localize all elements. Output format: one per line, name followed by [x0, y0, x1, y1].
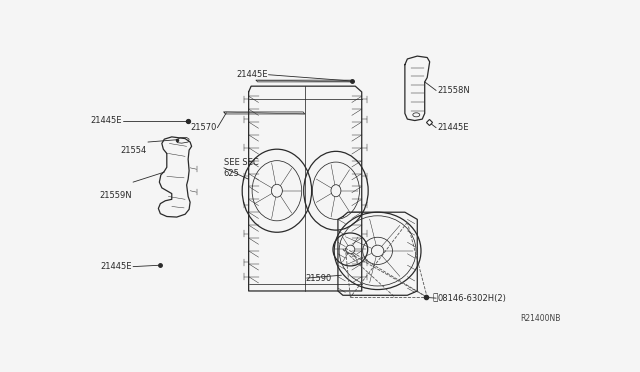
Text: 21570: 21570: [190, 123, 216, 132]
Text: 21445E: 21445E: [100, 262, 132, 271]
Text: 21445E: 21445E: [91, 116, 122, 125]
Text: 21559N: 21559N: [99, 190, 132, 199]
Text: 21558N: 21558N: [437, 86, 470, 95]
Text: R21400NB: R21400NB: [521, 314, 561, 323]
Text: 21554: 21554: [121, 146, 147, 155]
Text: 21445E: 21445E: [236, 70, 268, 79]
Text: 08146-6302H(2): 08146-6302H(2): [437, 294, 506, 303]
Text: SEE SEC
625: SEE SEC 625: [224, 158, 259, 177]
Text: 21445E: 21445E: [437, 123, 468, 132]
Text: Ⓑ: Ⓑ: [432, 294, 438, 303]
Text: 21590: 21590: [306, 273, 332, 283]
